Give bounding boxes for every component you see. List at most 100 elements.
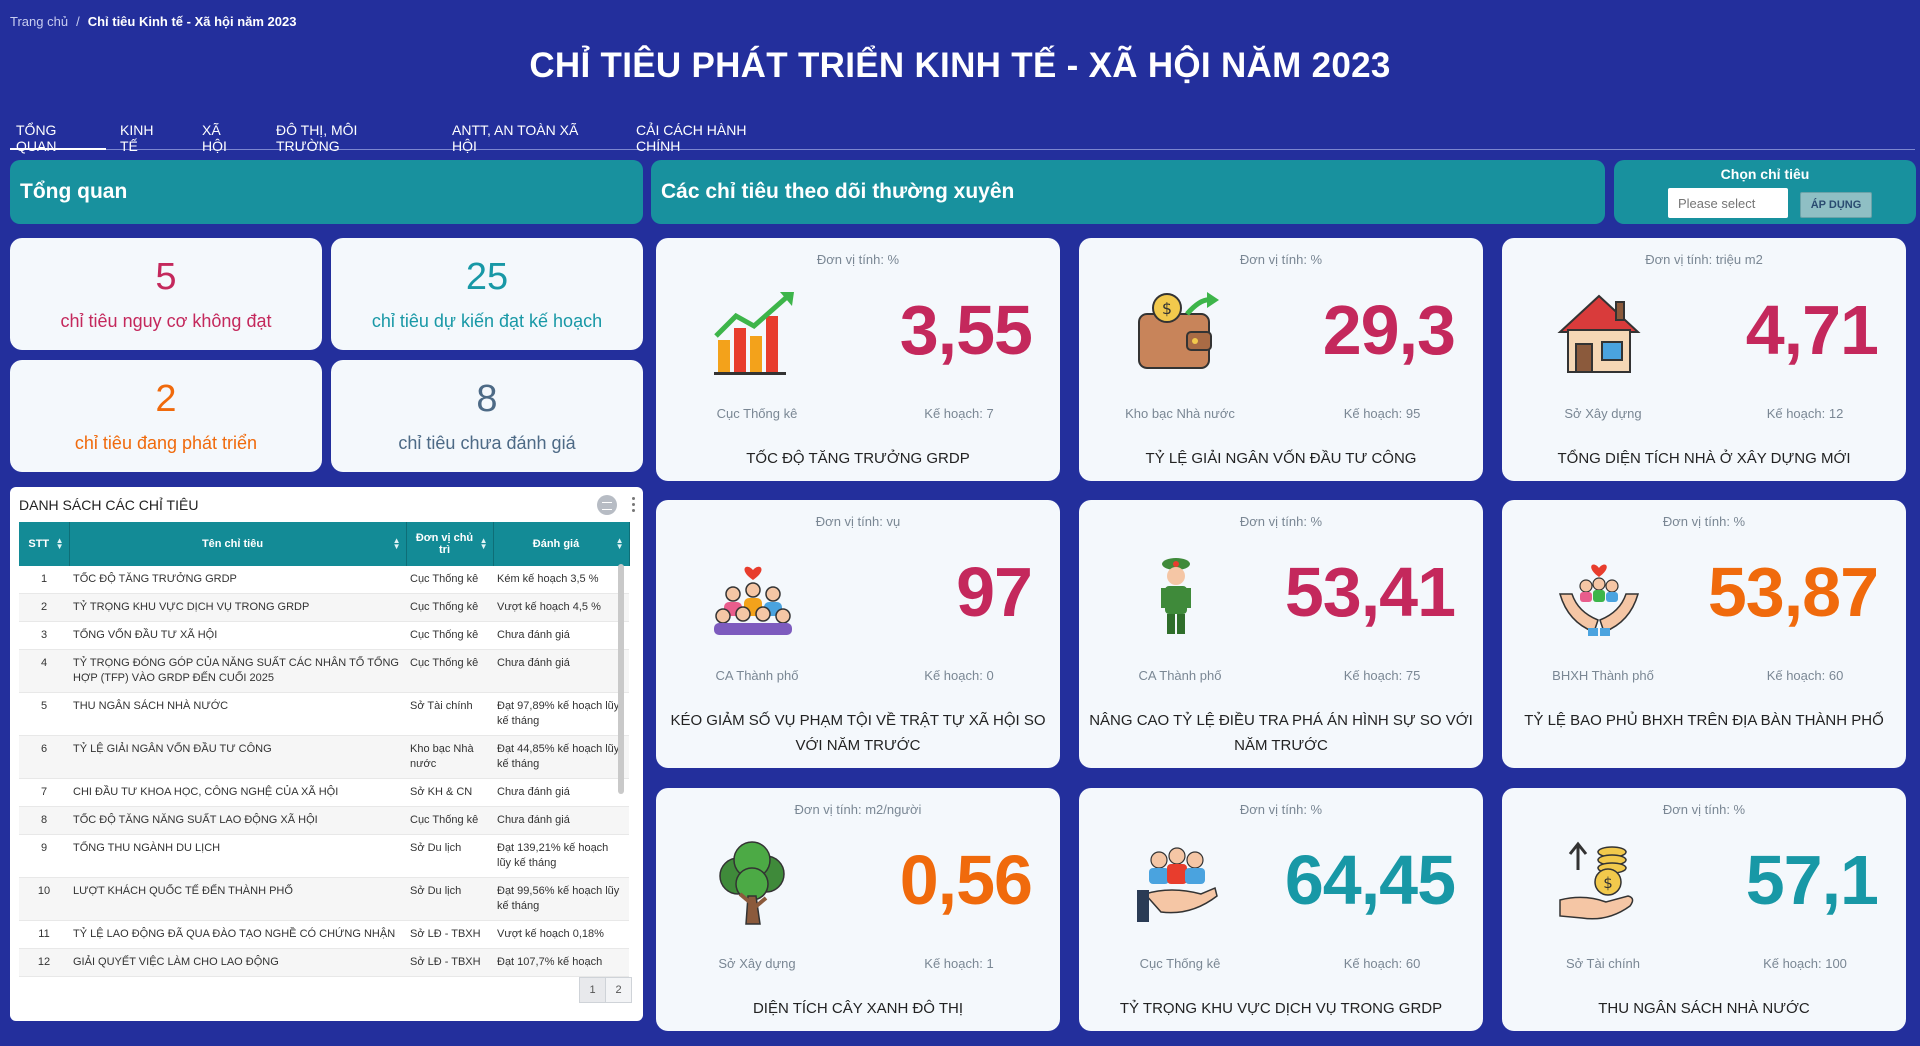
column-header-eval[interactable]: Đánh giá ▲ ▼	[493, 522, 630, 566]
tab-antt-an-toan-xa-hoi[interactable]: ANTT, AN TOÀN XÃ HỘI	[452, 122, 579, 154]
metric-source: Sở Xây dựng	[718, 956, 796, 971]
metric-card-service-sector[interactable]: Đơn vị tính: % 64,45 Cục Thống kê Kế hoạ…	[1079, 788, 1483, 1031]
cell-unit: Cục Thống kê	[406, 593, 493, 622]
metric-card-crime-reduction[interactable]: Đơn vị tính: vụ 97 CA Thành phố Kế hoạch…	[656, 500, 1060, 768]
stat-label: chỉ tiêu nguy cơ không đạt	[60, 311, 272, 331]
stat-value: 2	[155, 378, 177, 420]
table-row[interactable]: 3 TỔNG VỐN ĐẦU TƯ XÃ HỘI Cục Thống kê Chưa …	[19, 621, 629, 650]
table-row[interactable]: 9 TỔNG THU NGÀNH DU LỊCH Sở Du lịch Đạt 139…	[19, 834, 629, 878]
pagination: 1 2	[579, 977, 632, 1003]
tab-xa-hoi[interactable]: XÃ HỘI	[202, 122, 227, 154]
cell-stt: 7	[19, 778, 69, 807]
breadcrumb-separator: /	[76, 14, 80, 29]
cell-unit: Cục Thống kê	[406, 649, 493, 693]
cell-stt: 9	[19, 834, 69, 878]
cell-eval: Chưa đánh giá	[493, 806, 629, 835]
table-row[interactable]: 1 TỐC ĐỘ TĂNG TRƯỞNG GRDP Cục Thống kê Kém …	[19, 566, 629, 594]
metric-value: 53,87	[1707, 553, 1879, 631]
metric-source: Cục Thống kê	[1139, 956, 1221, 971]
cell-stt: 5	[19, 692, 69, 736]
metric-card-public-investment[interactable]: Đơn vị tính: % $ 29,3 Kho bạc Nhà nước K…	[1079, 238, 1483, 481]
table-row[interactable]: 8 TỐC ĐỘ TĂNG NĂNG SUẤT LAO ĐỘNG XÃ HỘI Cụ…	[19, 806, 629, 835]
cell-name: TỶ LỆ LAO ĐỘNG ĐÃ QUA ĐÀO TẠO NGHỀ CÓ CH…	[69, 920, 406, 949]
tab-do-thi-moi-truong[interactable]: ĐÔ THỊ, MÔI TRƯỜNG	[276, 122, 358, 154]
stat-label: chỉ tiêu dự kiến đạt kế hoạch	[371, 311, 603, 331]
metric-card-social-insurance[interactable]: Đơn vị tính: % 53,87 BHXH Thành phố Kế h…	[1502, 500, 1906, 768]
cell-stt: 2	[19, 593, 69, 622]
metric-source: Cục Thống kê	[716, 406, 798, 421]
metric-source: Sở Tài chính	[1565, 956, 1641, 971]
table-row[interactable]: 5 THU NGÂN SÁCH NHÀ NƯỚC Sở Tài chính Đạt 9…	[19, 692, 629, 736]
sort-icon: ▲ ▼	[479, 536, 488, 551]
table-row[interactable]: 2 TỶ TRỌNG KHU VỰC DỊCH VỤ TRONG GRDP Cục …	[19, 593, 629, 622]
column-header-stt[interactable]: STT ▲ ▼	[19, 522, 70, 566]
table-row[interactable]: 4 TỶ TRỌNG ĐÓNG GÓP CỦA NĂNG SUẤT CÁC NHÂ…	[19, 649, 629, 693]
apply-button[interactable]: ÁP DỤNG	[1800, 192, 1872, 218]
table-row[interactable]: 6 TỶ LỆ GIẢI NGÂN VỐN ĐẦU TƯ CÔNG Kho bạc …	[19, 735, 629, 779]
tracking-header: Các chỉ tiêu theo dõi thường xuyên	[651, 160, 1605, 224]
stat-card-not-evaluated[interactable]: 8 chỉ tiêu chưa đánh giá	[331, 360, 643, 472]
page-button-1[interactable]: 1	[579, 977, 606, 1003]
table-scrollbar[interactable]	[618, 564, 624, 794]
cell-stt: 3	[19, 621, 69, 650]
metric-plan: Kế hoạch: 60	[1766, 668, 1844, 683]
stat-card-expected[interactable]: 25 chỉ tiêu dự kiến đạt kế hoạch	[331, 238, 643, 350]
cell-eval: Chưa đánh giá	[493, 649, 629, 693]
cell-eval: Đạt 97,89% kế hoạch lũy kế tháng	[493, 692, 629, 736]
metric-name: NÂNG CAO TỶ LỆ ĐIỀU TRA PHÁ ÁN HÌNH SỰ S…	[1089, 712, 1473, 754]
metric-source: BHXH Thành phố	[1552, 668, 1654, 683]
indicator-select[interactable]	[1668, 188, 1788, 218]
community-icon	[714, 566, 792, 635]
cell-unit: Sở KH & CN	[406, 778, 493, 807]
metric-card-urban-green[interactable]: Đơn vị tính: m2/người 0,56 Sở Xây dựng K…	[656, 788, 1060, 1031]
more-vertical-icon[interactable]	[632, 497, 636, 513]
svg-text:$: $	[1162, 299, 1172, 318]
cell-unit: Sở Tài chính	[406, 692, 493, 736]
picker-title: Chọn chỉ tiêu	[1720, 166, 1810, 182]
metric-value: 64,45	[1284, 841, 1456, 919]
filter-icon[interactable]	[597, 495, 617, 515]
metric-card-grdp-growth[interactable]: Đơn vị tính: % 3,55 Cục Thống kê Kế hoạc…	[656, 238, 1060, 481]
service-people-icon	[1137, 847, 1218, 922]
page-button-2[interactable]: 2	[605, 977, 632, 1003]
house-icon	[1557, 294, 1641, 373]
breadcrumb-home-link[interactable]: Trang chủ	[10, 14, 69, 29]
column-header-name[interactable]: Tên chỉ tiêu ▲ ▼	[69, 522, 407, 566]
cell-name: TỔNG VỐN ĐẦU TƯ XÃ HỘI	[69, 621, 406, 650]
metric-name: TỔNG DIỆN TÍCH NHÀ Ở XÂY DỰNG MỚI	[1557, 450, 1851, 467]
tab-kinh-te[interactable]: KINH TẾ	[120, 122, 154, 154]
cell-stt: 11	[19, 920, 69, 949]
metric-name: TỐC ĐỘ TĂNG TRƯỞNG GRDP	[746, 450, 970, 467]
metric-plan: Kế hoạch: 75	[1343, 668, 1421, 683]
tab-cai-cach-hanh-chinh[interactable]: CẢI CÁCH HÀNH CHÍNH	[636, 122, 747, 154]
table-row[interactable]: 7 CHI ĐẦU TƯ KHOA HỌC, CÔNG NGHỆ CỦA XÃ H…	[19, 778, 629, 807]
stat-card-at-risk[interactable]: 5 chỉ tiêu nguy cơ không đạt	[10, 238, 322, 350]
metric-value: 29,3	[1322, 291, 1456, 369]
cell-name: TỔNG THU NGÀNH DU LỊCH	[69, 834, 406, 878]
cell-stt: 1	[19, 566, 69, 594]
page-title: CHỈ TIÊU PHÁT TRIỂN KINH TẾ - XÃ HỘI NĂM…	[529, 46, 1391, 85]
cell-unit: Cục Thống kê	[406, 806, 493, 835]
cell-unit: Sở Du lịch	[406, 877, 493, 921]
metric-name: TỶ LỆ BAO PHỦ BHXH TRÊN ĐỊA BÀN THÀNH PH…	[1524, 712, 1884, 729]
sort-icon: ▲ ▼	[392, 536, 401, 551]
cell-name: LƯỢT KHÁCH QUỐC TẾ ĐẾN THÀNH PHỐ	[69, 877, 406, 921]
metric-card-criminal-investigation[interactable]: Đơn vị tính: % 53,41 CA Thành phố Kế hoạ…	[1079, 500, 1483, 768]
column-header-unit[interactable]: Đơn vị chủ trì ▲ ▼	[406, 522, 494, 566]
cell-eval: Đạt 139,21% kế hoạch lũy kế tháng	[493, 834, 629, 878]
indicator-picker: Chọn chỉ tiêu ÁP DỤNG	[1614, 160, 1916, 224]
metric-card-new-housing[interactable]: Đơn vị tính: triệu m2 4,71 Sở Xây dựng K…	[1502, 238, 1906, 481]
table-row[interactable]: 12 GIẢI QUYẾT VIỆC LÀM CHO LAO ĐỘNG Sở LĐ …	[19, 948, 629, 977]
cell-eval: Chưa đánh giá	[493, 621, 629, 650]
table-row[interactable]: 10 LƯỢT KHÁCH QUỐC TẾ ĐẾN THÀNH PHỐ Sở Du …	[19, 877, 629, 921]
stat-label: chỉ tiêu đang phát triển	[74, 433, 258, 453]
tab-tong-quan[interactable]: TỔNG QUAN	[10, 112, 106, 154]
stat-card-developing[interactable]: 2 chỉ tiêu đang phát triển	[10, 360, 322, 472]
table-row[interactable]: 11 TỶ LỆ LAO ĐỘNG ĐÃ QUA ĐÀO TẠO NGHỀ CÓ …	[19, 920, 629, 949]
metric-plan: Kế hoạch: 7	[924, 406, 994, 421]
cell-unit: Kho bạc Nhà nước	[406, 735, 493, 779]
tree-icon	[719, 841, 785, 925]
growth-chart-icon	[714, 292, 794, 375]
stat-value: 25	[465, 256, 509, 298]
metric-card-state-budget[interactable]: Đơn vị tính: % $ 57,1 Sở Tài chính Kế ho…	[1502, 788, 1906, 1031]
